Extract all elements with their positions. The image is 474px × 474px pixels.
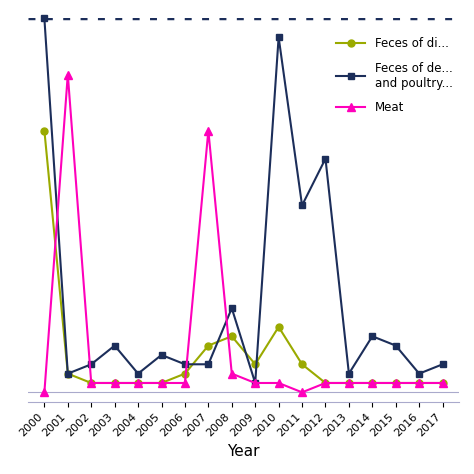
Meat	[112, 380, 118, 386]
Feces of de...
and poultry...	[299, 202, 305, 208]
Feces of de...
and poultry...	[206, 362, 211, 367]
Feces of de...
and poultry...	[416, 371, 422, 376]
Feces of di...	[229, 333, 235, 339]
Feces of di...	[370, 380, 375, 386]
Line: Feces of di...: Feces of di...	[41, 127, 446, 386]
Meat	[229, 371, 235, 376]
Feces of di...	[182, 371, 188, 376]
Feces of di...	[206, 343, 211, 348]
Meat	[135, 380, 141, 386]
Feces of di...	[65, 371, 71, 376]
Feces of de...
and poultry...	[276, 34, 282, 40]
Meat	[159, 380, 164, 386]
Feces of de...
and poultry...	[42, 16, 47, 21]
Feces of de...
and poultry...	[393, 343, 399, 348]
Feces of di...	[42, 128, 47, 134]
Feces of de...
and poultry...	[229, 305, 235, 311]
Meat	[323, 380, 328, 386]
Feces of di...	[440, 380, 446, 386]
Meat	[206, 128, 211, 134]
Feces of de...
and poultry...	[323, 156, 328, 162]
Feces of di...	[112, 380, 118, 386]
X-axis label: Year: Year	[227, 444, 260, 459]
Feces of di...	[135, 380, 141, 386]
Feces of di...	[416, 380, 422, 386]
Meat	[299, 390, 305, 395]
Feces of di...	[276, 324, 282, 330]
Line: Feces of de...
and poultry...: Feces of de... and poultry...	[41, 15, 446, 386]
Feces of de...
and poultry...	[159, 352, 164, 358]
Meat	[42, 390, 47, 395]
Meat	[370, 380, 375, 386]
Feces of de...
and poultry...	[252, 380, 258, 386]
Line: Meat: Meat	[40, 70, 447, 396]
Meat	[65, 72, 71, 77]
Feces of di...	[393, 380, 399, 386]
Feces of de...
and poultry...	[370, 333, 375, 339]
Feces of de...
and poultry...	[112, 343, 118, 348]
Meat	[276, 380, 282, 386]
Feces of di...	[323, 380, 328, 386]
Feces of di...	[346, 380, 352, 386]
Feces of de...
and poultry...	[182, 362, 188, 367]
Meat	[416, 380, 422, 386]
Feces of de...
and poultry...	[135, 371, 141, 376]
Feces of de...
and poultry...	[346, 371, 352, 376]
Meat	[346, 380, 352, 386]
Meat	[440, 380, 446, 386]
Meat	[182, 380, 188, 386]
Meat	[393, 380, 399, 386]
Feces of di...	[299, 362, 305, 367]
Feces of di...	[159, 380, 164, 386]
Feces of de...
and poultry...	[65, 371, 71, 376]
Legend: Feces of di..., Feces of de...
and poultry..., Meat: Feces of di..., Feces of de... and poult…	[331, 32, 457, 119]
Feces of di...	[88, 380, 94, 386]
Meat	[252, 380, 258, 386]
Feces of de...
and poultry...	[88, 362, 94, 367]
Feces of de...
and poultry...	[440, 362, 446, 367]
Feces of di...	[252, 362, 258, 367]
Meat	[88, 380, 94, 386]
